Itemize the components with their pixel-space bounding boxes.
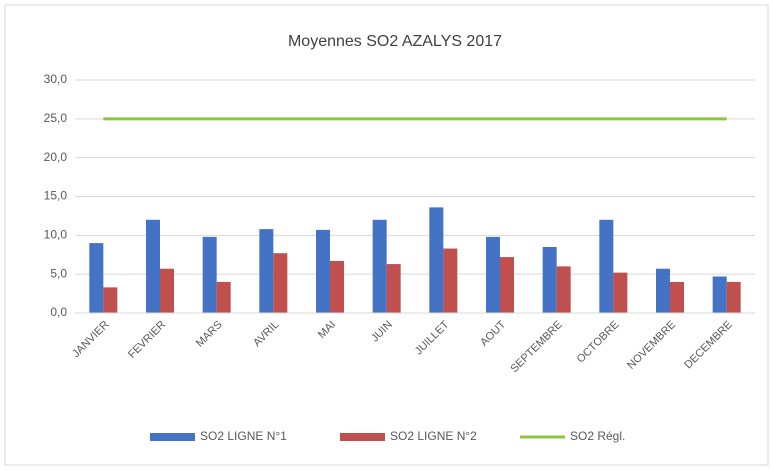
bar bbox=[89, 243, 104, 313]
bar bbox=[613, 272, 628, 313]
bar bbox=[330, 260, 344, 313]
bar bbox=[103, 287, 118, 313]
bar bbox=[316, 229, 330, 313]
bar bbox=[656, 268, 670, 313]
y-tick-label: 5,0 bbox=[50, 266, 67, 280]
legend-label: SO2 LIGNE N°1 bbox=[200, 429, 287, 443]
bar bbox=[542, 246, 557, 313]
legend-label: SO2 LIGNE N°2 bbox=[390, 429, 477, 443]
bar bbox=[372, 219, 387, 313]
bar bbox=[500, 257, 514, 313]
y-tick-label: 25,0 bbox=[44, 111, 68, 125]
bar bbox=[216, 281, 231, 313]
legend-swatch bbox=[340, 433, 385, 441]
bar bbox=[712, 276, 727, 313]
bar bbox=[160, 268, 174, 313]
bar bbox=[726, 281, 741, 313]
legend-swatch bbox=[150, 433, 195, 441]
bar bbox=[146, 219, 160, 313]
y-tick-label: 0,0 bbox=[50, 305, 67, 319]
bar bbox=[429, 207, 444, 313]
bar bbox=[556, 266, 571, 313]
y-tick-label: 10,0 bbox=[44, 228, 68, 242]
y-tick-label: 15,0 bbox=[44, 189, 68, 203]
y-tick-label: 20,0 bbox=[44, 150, 68, 164]
bar bbox=[443, 248, 458, 313]
bar bbox=[259, 229, 274, 313]
bar bbox=[202, 236, 217, 313]
bar bbox=[386, 264, 401, 313]
bar bbox=[273, 253, 288, 313]
bar bbox=[599, 219, 614, 313]
y-tick-label: 30,0 bbox=[44, 72, 68, 86]
chart-title: Moyennes SO2 AZALYS 2017 bbox=[288, 33, 502, 50]
legend-label: SO2 Régl. bbox=[570, 429, 625, 443]
bar bbox=[486, 236, 500, 313]
bar bbox=[670, 281, 684, 313]
